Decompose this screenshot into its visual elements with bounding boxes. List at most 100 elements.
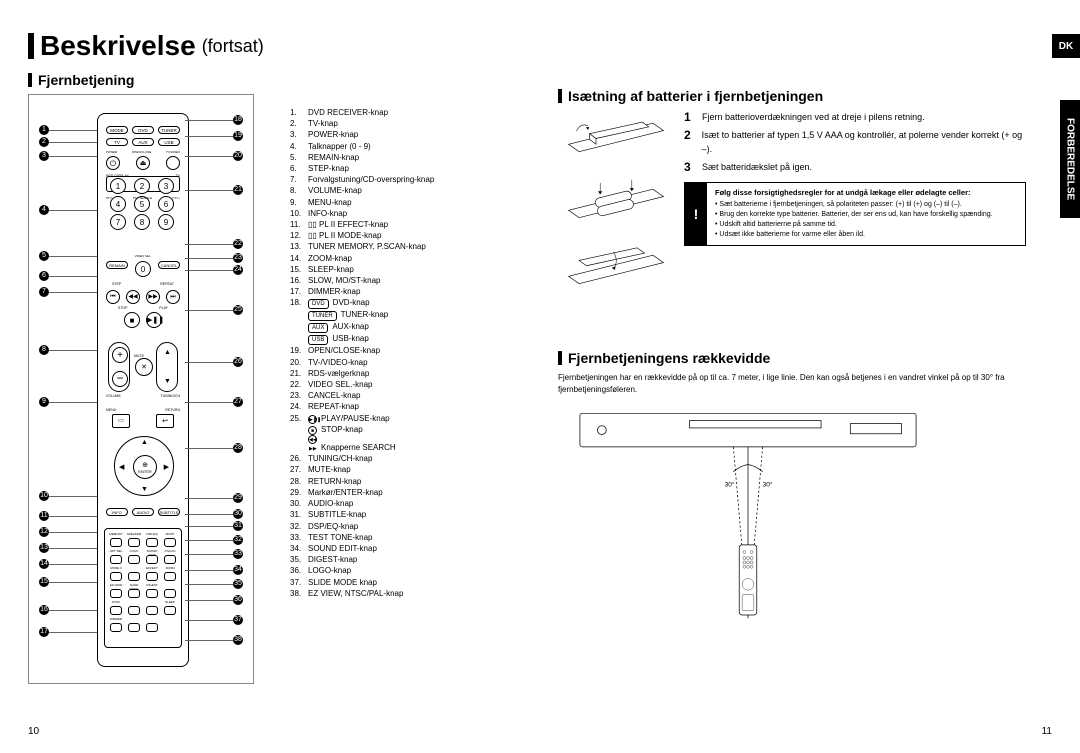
title-text: Beskrivelse	[40, 30, 196, 62]
legend-item: 21.RDS-vælgerknap	[290, 368, 520, 379]
legend-item: 1.DVD RECEIVER-knap	[290, 107, 520, 118]
callout-left: 4	[39, 205, 49, 215]
section-remote: Fjernbetjening	[28, 72, 512, 88]
callout-right: 35	[233, 579, 243, 589]
legend-item: 2.TV-knap	[290, 118, 520, 129]
section-battery: Isætning af batterier i fjernbetjeningen	[558, 88, 1052, 104]
callout-right: 22	[233, 239, 243, 249]
range-diagram: 30° 30°	[558, 406, 938, 625]
callout-right: 27	[233, 397, 243, 407]
callout-left: 2	[39, 137, 49, 147]
callout-right: 30	[233, 509, 243, 519]
legend-item: 19.OPEN/CLOSE-knap	[290, 345, 520, 356]
legend-item: 5.REMAIN-knap	[290, 152, 520, 163]
legend-item: 27.MUTE-knap	[290, 464, 520, 475]
legend-item: 23.CANCEL-knap	[290, 390, 520, 401]
legend-item: 31.SUBTITLE-knap	[290, 509, 520, 520]
legend-item: 37.SLIDE MODE knap	[290, 577, 520, 588]
page-number: 11	[1042, 726, 1052, 737]
remote-diagram: MODE DVD TUNER TV AUX USB POWER OPEN/CLO…	[28, 94, 254, 684]
language-tab: DK	[1052, 34, 1080, 58]
legend-item: 15.SLEEP-knap	[290, 264, 520, 275]
legend-item: 16.SLOW, MO/ST-knap	[290, 275, 520, 286]
legend-item: 13.TUNER MEMORY, P.SCAN-knap	[290, 241, 520, 252]
callout-right: 20	[233, 151, 243, 161]
callout-right: 19	[233, 131, 243, 141]
legend-item: 24.REPEAT-knap	[290, 401, 520, 412]
callout-right: 26	[233, 357, 243, 367]
page-number: 10	[28, 726, 39, 737]
callout-left: 15	[39, 577, 49, 587]
remote-body: MODE DVD TUNER TV AUX USB POWER OPEN/CLO…	[97, 113, 189, 667]
callout-right: 38	[233, 635, 243, 645]
legend-item: 29.Markør/ENTER-knap	[290, 487, 520, 498]
legend-item: AUXAUX-knap	[290, 321, 520, 333]
page-title: Beskrivelse (fortsat)	[28, 30, 512, 62]
callout-left: 12	[39, 527, 49, 537]
range-text: Fjernbetjeningen har en rækkevidde på op…	[558, 372, 1052, 396]
legend-item: 22.VIDEO SEL.-knap	[290, 379, 520, 390]
legend-item: 26.TUNING/CH-knap	[290, 453, 520, 464]
page-left: Beskrivelse (fortsat) Fjernbetjening MOD…	[0, 0, 540, 753]
callout-right: 31	[233, 521, 243, 531]
title-sub: (fortsat)	[202, 36, 264, 57]
callout-right: 24	[233, 265, 243, 275]
callout-left: 14	[39, 559, 49, 569]
legend-item: 6.STEP-knap	[290, 163, 520, 174]
callout-left: 11	[39, 511, 49, 521]
callout-right: 21	[233, 185, 243, 195]
legend-item: TUNERTUNER-knap	[290, 309, 520, 321]
legend-item: 28.RETURN-knap	[290, 476, 520, 487]
battery-step-2	[558, 176, 674, 234]
callout-left: 16	[39, 605, 49, 615]
callout-left: 7	[39, 287, 49, 297]
callout-right: 32	[233, 535, 243, 545]
callout-right: 36	[233, 595, 243, 605]
legend-item: 33.TEST TONE-knap	[290, 532, 520, 543]
legend-item: ■STOP-knap	[290, 424, 520, 435]
legend-item: 4.Talknapper (0 - 9)	[290, 141, 520, 152]
legend-item: 38.EZ VIEW, NTSC/PAL-knap	[290, 588, 520, 599]
callout-left: 17	[39, 627, 49, 637]
callout-right: 18	[233, 115, 243, 125]
legend-item: 35.DIGEST-knap	[290, 554, 520, 565]
legend-item: 18.DVDDVD-knap	[290, 297, 520, 309]
callout-left: 5	[39, 251, 49, 261]
battery-instructions: 1Fjern batterioverdækningen ved at dreje…	[684, 110, 1052, 300]
callout-right: 33	[233, 549, 243, 559]
legend-item: 14.ZOOM-knap	[290, 253, 520, 264]
warning-item: • Brug den korrekte type batterier. Batt…	[715, 210, 993, 220]
legend-item: 32.DSP/EQ-knap	[290, 521, 520, 532]
warning-icon: !	[685, 183, 707, 245]
callout-left: 10	[39, 491, 49, 501]
legend-item: 12.▯▯ PL II MODE-knap	[290, 230, 520, 241]
battery-diagrams	[558, 110, 674, 300]
battery-step-3	[558, 242, 674, 300]
legend-item: 7.Forvalgstuning/CD-overspring-knap	[290, 174, 520, 185]
section-tab: FORBEREDELSE	[1060, 100, 1080, 218]
callout-right: 29	[233, 493, 243, 503]
legend-item: 34.SOUND EDIT-knap	[290, 543, 520, 554]
button-legend-list: 1.DVD RECEIVER-knap2.TV-knap3.POWER-knap…	[290, 107, 520, 599]
svg-text:30°: 30°	[725, 480, 735, 488]
legend-item: 11.▯▯ PL II EFFECT-knap	[290, 219, 520, 230]
callout-right: 28	[233, 443, 243, 453]
warning-item: • Udsæt ikke batterierne for varme eller…	[715, 230, 993, 240]
legend-item: 8.VOLUME-knap	[290, 185, 520, 196]
legend-item: 20.TV-/VIDEO-knap	[290, 357, 520, 368]
legend-item: 36.LOGO-knap	[290, 565, 520, 576]
section-range: Fjernbetjeningens rækkevidde	[558, 350, 1052, 366]
legend-item: 9.MENU-knap	[290, 197, 520, 208]
svg-text:30°: 30°	[763, 480, 773, 488]
legend-item: 3.POWER-knap	[290, 129, 520, 140]
callout-right: 23	[233, 253, 243, 263]
callout-left: 6	[39, 271, 49, 281]
callout-right: 37	[233, 615, 243, 625]
warning-item: • Sæt batterierne i fjernbetjeningen, så…	[715, 200, 993, 210]
legend-item: USBUSB-knap	[290, 333, 520, 345]
legend-item: ◀◀ ▶▶Knapperne SEARCH	[290, 435, 520, 453]
battery-step-1	[558, 110, 674, 168]
callout-right: 25	[233, 305, 243, 315]
callout-left: 9	[39, 397, 49, 407]
page-right: DK FORBEREDELSE Isætning af batterier i …	[540, 0, 1080, 753]
